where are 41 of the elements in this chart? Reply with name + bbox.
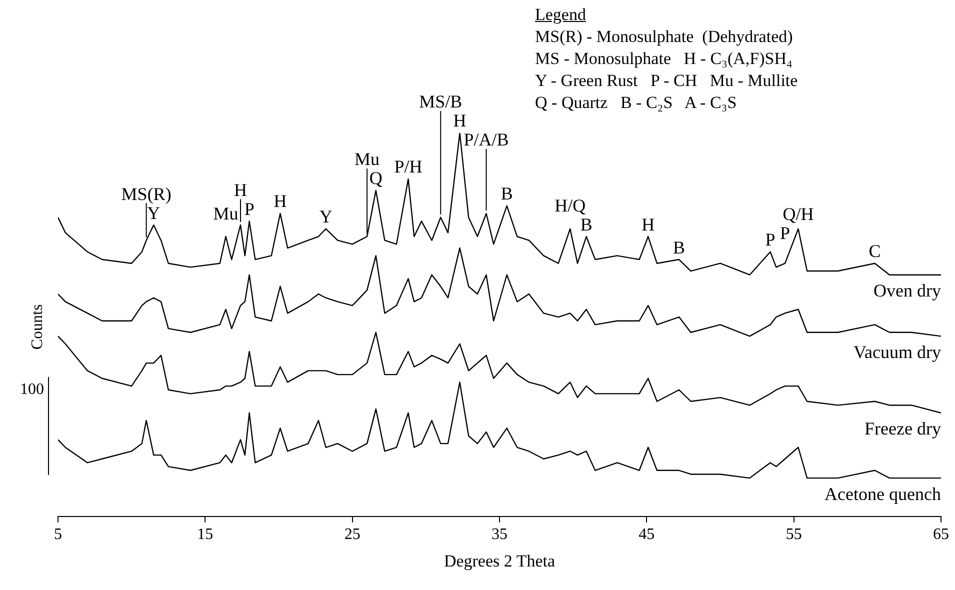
series-label: Vacuum dry xyxy=(854,342,941,362)
x-tick-label: 15 xyxy=(197,526,214,544)
annotation: H xyxy=(453,110,466,131)
annotation: Q/H xyxy=(782,204,814,224)
annotation: Q xyxy=(369,168,382,188)
series-label: Oven dry xyxy=(874,280,941,301)
annotation: P/A/B xyxy=(464,130,509,150)
scale-bar: 100 Counts xyxy=(20,290,60,480)
annotation: P xyxy=(780,222,790,243)
y-axis-title: Counts xyxy=(29,303,47,352)
annotation: P xyxy=(765,230,776,250)
x-tick-label: 35 xyxy=(492,526,508,544)
series-label: Acetone quench xyxy=(824,484,941,504)
x-tick-label: 45 xyxy=(638,526,655,544)
annotation: Y xyxy=(147,202,160,223)
annotation: P xyxy=(244,198,254,219)
x-axis-title: Degrees 2 Theta xyxy=(444,551,556,570)
text: MS(R) - Monosulphate (Dehydrated) xyxy=(535,26,794,48)
x-tick-label: 25 xyxy=(344,526,360,544)
x-tick-label: 55 xyxy=(786,526,802,544)
annotation: MS/B xyxy=(419,92,462,112)
annotation: Mu xyxy=(213,204,238,224)
text: Q - Quartz B - C₂S A - C₃S xyxy=(535,92,738,114)
annotation: H xyxy=(642,214,655,234)
annotation: H xyxy=(274,191,287,212)
annotation: B xyxy=(580,214,592,234)
annotation: H/Q xyxy=(554,195,586,216)
annotation: P/H xyxy=(394,156,422,177)
legend-title: Legend xyxy=(535,4,587,26)
annotation: Mu xyxy=(354,149,380,170)
annotation: Y xyxy=(319,206,332,227)
series-label: Freeze dry xyxy=(864,418,941,439)
text: Y - Green Rust P - CH Mu - Mullite xyxy=(535,70,798,92)
annotation: B xyxy=(500,184,513,204)
x-tick-label: 65 xyxy=(933,526,949,544)
annotation: H xyxy=(234,180,247,200)
annotation: MS(R) xyxy=(121,184,172,204)
annotation: C xyxy=(868,241,881,262)
annotation: B xyxy=(673,237,686,258)
text: MS - Monosulphate H - C₃(A,F)SH₄ xyxy=(535,48,794,70)
x-tick-label: 5 xyxy=(54,526,62,544)
